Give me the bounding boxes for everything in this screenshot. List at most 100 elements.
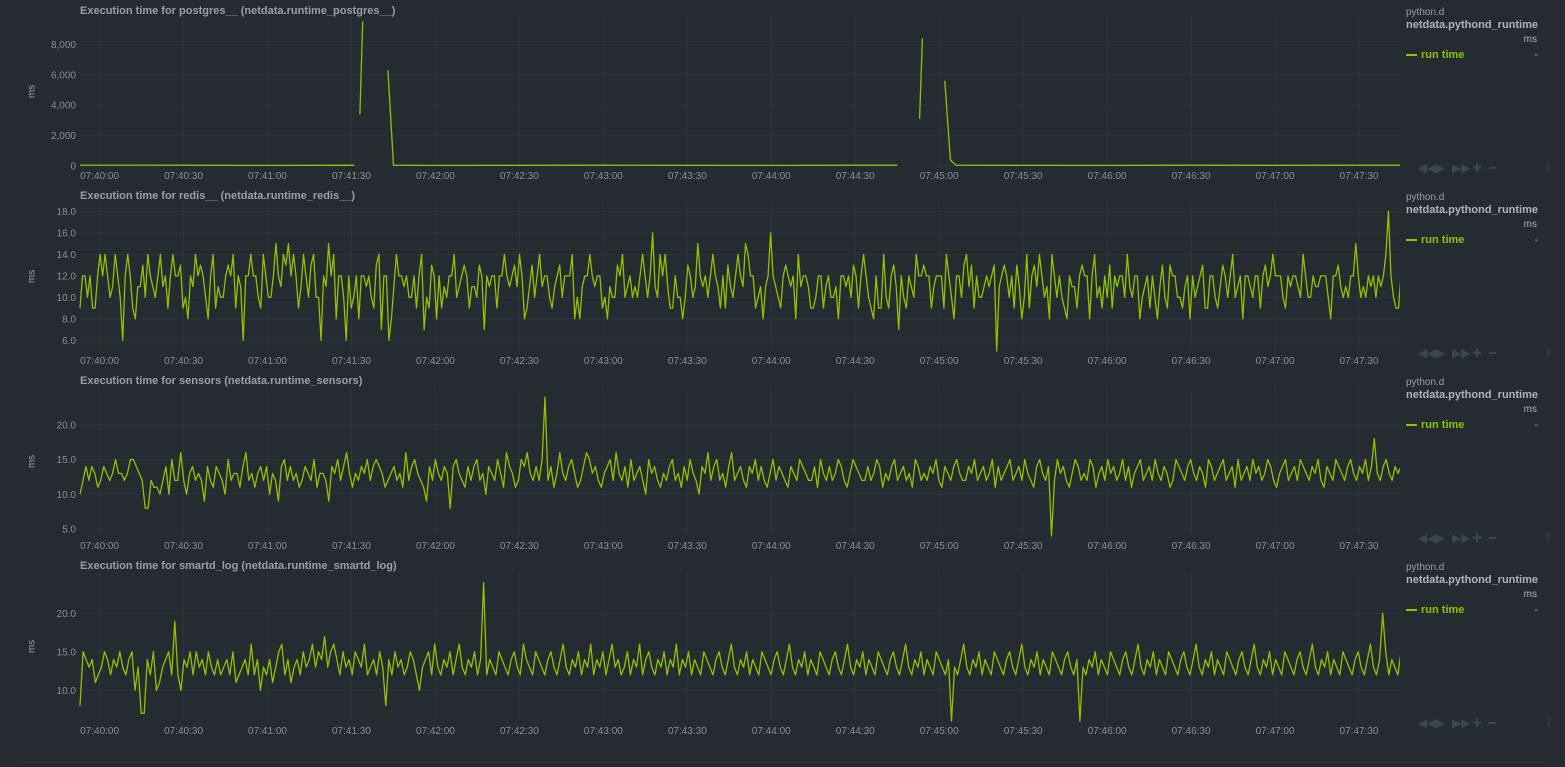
resize-handle-icon[interactable]: ⇕ [1544,717,1554,729]
chart-legend: python.d netdata.pythond_runtime ms run tim… [1406,370,1553,555]
legend-context: netdata.pythond_runtime [1406,574,1539,586]
forward-icon[interactable]: ▶▶ [1452,161,1471,175]
x-tick-label: 07:47:00 [1256,356,1295,367]
legend-dimension-run-time[interactable]: run time - [1406,604,1538,616]
forward-icon[interactable]: ▶▶ [1452,531,1471,545]
legend-plugin: python.d [1406,7,1445,18]
x-tick-label: 07:44:30 [836,171,875,182]
x-tick-label: 07:43:30 [668,171,707,182]
rewind-icon[interactable]: ◀◀ [1418,716,1437,730]
zoom-in-icon[interactable]: ✚ [1472,531,1483,545]
x-tick-label: 07:47:30 [1340,541,1379,552]
y-tick-label: 6.0 [62,336,76,347]
x-tick-label: 07:47:00 [1256,171,1295,182]
zoom-in-icon[interactable]: ✚ [1472,716,1483,730]
x-tick-label: 07:45:00 [920,541,959,552]
resize-handle-icon[interactable]: ⇕ [1544,347,1554,359]
x-tick-label: 07:44:00 [752,726,791,737]
legend-dimension-label: run time [1421,49,1465,61]
x-tick-label: 07:45:30 [1004,171,1043,182]
chart-plot[interactable]: 07:40:00 07:40:30 07:41:00 07:41:30 07:42:00… [0,185,1400,370]
legend-units: ms [1523,404,1537,415]
x-tick-label: 07:46:30 [1172,726,1211,737]
x-tick-label: 07:43:30 [668,356,707,367]
play-icon[interactable]: ▶ [1436,161,1446,175]
x-tick-label: 07:41:30 [332,541,371,552]
forward-icon[interactable]: ▶▶ [1452,346,1471,360]
x-tick-label: 07:45:30 [1004,726,1043,737]
x-tick-label: 07:47:00 [1256,541,1295,552]
zoom-in-icon[interactable]: ✚ [1472,346,1483,360]
x-tick-label: 07:40:00 [80,356,119,367]
x-tick-label: 07:40:30 [164,356,203,367]
x-tick-label: 07:42:30 [500,356,539,367]
y-tick-label: 15.0 [57,455,77,466]
x-tick-label: 07:43:00 [584,356,623,367]
legend-dimension-run-time[interactable]: run time - [1406,234,1538,246]
x-tick-label: 07:41:00 [248,726,287,737]
x-tick-label: 07:44:30 [836,356,875,367]
x-tick-label: 07:42:00 [416,726,455,737]
zoom-out-icon[interactable]: ━ [1489,531,1497,545]
forward-icon[interactable]: ▶▶ [1452,716,1471,730]
legend-plugin: python.d [1406,192,1445,203]
legend-plugin: python.d [1406,377,1445,388]
y-tick-label: 14.0 [57,250,77,261]
legend-dimension-run-time[interactable]: run time - [1406,49,1538,61]
legend-plugin: python.d [1406,562,1445,573]
legend-dimension-label: run time [1421,234,1465,246]
chart-plot[interactable]: 07:40:00 07:40:30 07:41:00 07:41:30 07:42:00… [0,0,1400,185]
chart-panel[interactable]: Execution time for sensors (netdata.runt… [0,370,1565,555]
legend-dimension-value: - [1534,604,1538,616]
x-tick-label: 07:45:00 [920,356,959,367]
legend-units: ms [1523,219,1537,230]
x-tick-label: 07:43:00 [584,541,623,552]
chart-plot[interactable]: 07:40:00 07:40:30 07:41:00 07:41:30 07:42:00… [0,370,1400,555]
zoom-in-icon[interactable]: ✚ [1472,161,1483,175]
chart-panel[interactable]: Execution time for postgres__ (netdata.r… [0,0,1565,185]
rewind-icon[interactable]: ◀◀ [1418,531,1437,545]
x-tick-label: 07:47:30 [1340,726,1379,737]
zoom-out-icon[interactable]: ━ [1489,346,1497,360]
zoom-out-icon[interactable]: ━ [1489,161,1497,175]
x-tick-label: 07:42:30 [500,171,539,182]
x-tick-label: 07:41:00 [248,541,287,552]
y-tick-label: 18.0 [57,207,77,218]
legend-swatch [1406,239,1417,242]
rewind-icon[interactable]: ◀◀ [1418,346,1437,360]
x-tick-label: 07:41:30 [332,726,371,737]
resize-handle-icon[interactable]: ⇕ [1544,532,1554,544]
x-tick-label: 07:42:30 [500,541,539,552]
rewind-icon[interactable]: ◀◀ [1418,161,1437,175]
x-tick-label: 07:43:30 [668,541,707,552]
y-tick-label: 5.0 [62,525,76,536]
x-tick-label: 07:46:00 [1088,726,1127,737]
x-tick-label: 07:47:30 [1340,171,1379,182]
play-icon[interactable]: ▶ [1436,531,1446,545]
y-tick-label: 15.0 [57,647,77,658]
resize-handle-icon[interactable]: ⇕ [1544,162,1554,174]
x-tick-label: 07:40:30 [164,171,203,182]
x-tick-label: 07:46:30 [1172,541,1211,552]
x-tick-label: 07:46:30 [1172,171,1211,182]
y-tick-label: 2,000 [51,131,76,142]
chart-plot[interactable]: 07:40:00 07:40:30 07:41:00 07:41:30 07:42:00… [0,555,1400,740]
play-icon[interactable]: ▶ [1436,346,1446,360]
legend-dimension-run-time[interactable]: run time - [1406,419,1538,431]
y-tick-label: 16.0 [57,228,77,239]
chart-panel[interactable]: Execution time for redis__ (netdata.runt… [0,185,1565,370]
x-tick-label: 07:40:30 [164,726,203,737]
x-tick-label: 07:47:00 [1256,726,1295,737]
chart-title: Execution time for redis__ (netdata.runt… [80,190,356,202]
y-tick-label: 4,000 [51,101,76,112]
x-tick-label: 07:40:00 [80,171,119,182]
zoom-out-icon[interactable]: ━ [1489,716,1497,730]
y-tick-label: 0 [70,162,76,173]
x-tick-label: 07:41:00 [248,171,287,182]
x-tick-label: 07:42:30 [500,726,539,737]
y-tick-label: 12.0 [57,271,77,282]
legend-swatch [1406,54,1417,57]
play-icon[interactable]: ▶ [1436,716,1446,730]
x-tick-label: 07:47:30 [1340,356,1379,367]
chart-panel[interactable]: Execution time for smartd_log (netdata.r… [0,555,1565,740]
